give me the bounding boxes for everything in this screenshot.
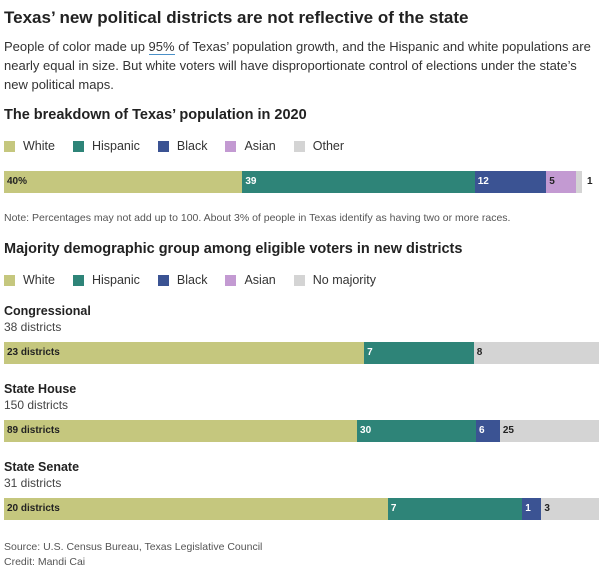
districts-legend-swatch-asian	[225, 274, 237, 286]
population-legend-label-white: White	[23, 139, 55, 153]
population-note: Note: Percentages may not add up to 100.…	[4, 212, 511, 224]
state-house-bar-label-white: 89 districts	[7, 425, 60, 436]
population-legend-swatch-other	[293, 140, 305, 152]
state-house-title: State House	[4, 382, 77, 396]
state-senate-bar-label-white: 20 districts	[7, 503, 60, 514]
state-house-bar-label-no-majority: 25	[502, 425, 514, 436]
congressional-bar-segment-hispanic	[364, 342, 474, 364]
districts-legend-swatch-black	[157, 274, 169, 286]
population-legend-label-other: Other	[312, 139, 345, 153]
population-legend-item-asian: Asian	[225, 139, 276, 153]
state-senate-title: State Senate	[4, 460, 80, 474]
subtitle-highlight-link[interactable]: 95%	[148, 39, 175, 55]
districts-legend-item-asian: Asian	[225, 273, 276, 287]
congressional-title: Congressional	[4, 304, 91, 318]
state-senate-subtitle: 31 districts	[4, 476, 62, 490]
population-bar: 40% 39 12 5 1	[4, 171, 593, 193]
population-legend-item-white: White	[4, 139, 55, 153]
state-senate-bar-segment-hispanic	[387, 498, 523, 520]
districts-legend-item-white: White	[4, 273, 55, 287]
population-legend-item-hispanic: Hispanic	[72, 139, 140, 153]
congressional-subtitle: 38 districts	[4, 320, 62, 334]
state-senate-bar-label-hispanic: 7	[390, 503, 397, 514]
population-bar-segment-hispanic	[242, 171, 475, 193]
population-legend-label-black: Black	[176, 139, 208, 153]
districts-legend-swatch-white	[4, 274, 15, 286]
state-senate-bar: 20 districts 7 1 3	[4, 498, 599, 520]
districts-legend-label-white: White	[23, 273, 55, 287]
credit-text: Credit: Mandi Cai	[4, 556, 86, 568]
population-bar-segment-asian	[546, 171, 577, 193]
population-bar-label-other: 1	[587, 176, 593, 187]
population-legend-label-hispanic: Hispanic	[91, 139, 140, 153]
districts-legend-swatch-hispanic	[72, 274, 84, 286]
state-senate-bar-label-black: 1	[525, 503, 531, 514]
congressional-bar-label-hispanic: 7	[367, 347, 373, 358]
population-bar-label-hispanic: 39	[245, 176, 257, 187]
population-legend: White Hispanic Black Asian Other	[4, 139, 362, 153]
population-legend-label-asian: Asian	[244, 139, 276, 153]
state-house-bar-label-hispanic: 30	[360, 425, 372, 436]
districts-legend: White Hispanic Black Asian No majority	[4, 273, 394, 287]
congressional-bar-segment-no-majority	[473, 342, 599, 364]
districts-legend-item-hispanic: Hispanic	[72, 273, 140, 287]
congressional-bar-segment-white	[4, 342, 365, 364]
state-house-bar-segment-no-majority	[499, 420, 599, 442]
districts-section-title: Majority demographic group among eligibl…	[4, 241, 463, 257]
population-legend-swatch-white	[4, 140, 15, 152]
state-house-subtitle: 150 districts	[4, 398, 69, 412]
subtitle-text-after: of Texas’ population growth, and the His…	[4, 39, 591, 92]
districts-legend-label-no-majority: No majority	[312, 273, 376, 287]
districts-legend-label-asian: Asian	[244, 273, 276, 287]
state-house-bar-label-black: 6	[479, 425, 485, 436]
congressional-bar-label-no-majority: 8	[476, 347, 483, 358]
population-bar-label-white: 40%	[7, 176, 28, 187]
districts-legend-label-black: Black	[176, 273, 208, 287]
state-house-bar-segment-black	[476, 420, 500, 442]
districts-legend-swatch-no-majority	[293, 274, 305, 286]
source-text: Source: U.S. Census Bureau, Texas Legisl…	[4, 541, 263, 553]
congressional-bar: 23 districts 7 8	[4, 342, 599, 364]
population-legend-item-other: Other	[293, 139, 345, 153]
districts-legend-item-black: Black	[157, 273, 208, 287]
population-bar-segment-other	[576, 171, 582, 193]
population-bar-label-asian: 5	[549, 176, 555, 187]
state-house-bar-segment-white	[4, 420, 358, 442]
population-bar-segment-black	[474, 171, 547, 193]
state-house-bar: 89 districts 30 6 25	[4, 420, 599, 442]
population-legend-swatch-asian	[225, 140, 237, 152]
chart-subtitle: People of color made up 95% of Texas’ po…	[4, 37, 604, 94]
population-legend-swatch-hispanic	[72, 140, 84, 152]
districts-legend-label-hispanic: Hispanic	[91, 273, 140, 287]
state-house-bar-segment-hispanic	[357, 420, 477, 442]
state-senate-bar-segment-no-majority	[541, 498, 599, 520]
population-legend-swatch-black	[157, 140, 169, 152]
state-senate-bar-segment-white	[4, 498, 388, 520]
districts-legend-item-no-majority: No majority	[293, 273, 376, 287]
population-legend-item-black: Black	[157, 139, 208, 153]
population-bar-segment-white	[4, 171, 243, 193]
population-section-title: The breakdown of Texas’ population in 20…	[4, 107, 307, 123]
chart-title: Texas’ new political districts are not r…	[4, 8, 469, 27]
state-senate-bar-segment-black	[522, 498, 542, 520]
population-bar-label-black: 12	[477, 176, 489, 187]
footer: Source: U.S. Census Bureau, Texas Legisl…	[4, 540, 262, 570]
congressional-bar-label-white: 23 districts	[7, 347, 60, 358]
state-senate-bar-label-no-majority: 3	[544, 503, 550, 514]
subtitle-text-before: People of color made up	[4, 39, 149, 54]
